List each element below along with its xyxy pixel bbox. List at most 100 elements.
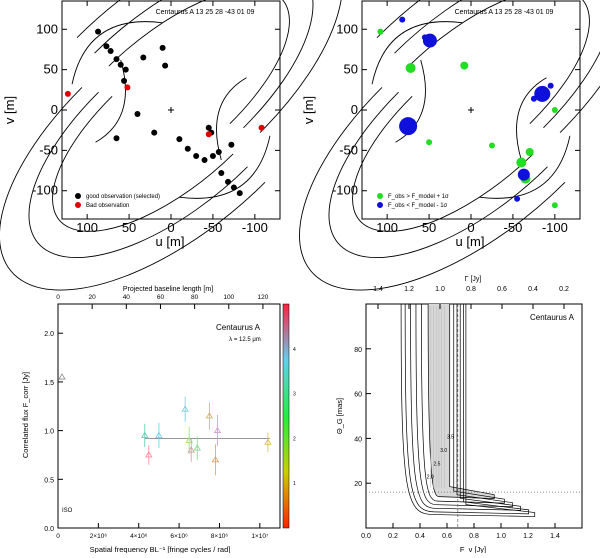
data-point — [124, 84, 131, 91]
x-tick-label: -50 — [204, 220, 223, 235]
x-tick-label: 0 — [467, 220, 474, 235]
x-tick-label: 1.4 — [550, 533, 560, 540]
data-point — [181, 405, 189, 412]
y-tick-label: 20 — [354, 481, 362, 488]
x-tick-label: 0.0 — [361, 533, 371, 540]
data-point — [488, 142, 495, 149]
data-point — [516, 157, 527, 168]
y-axis-label: v [m] — [301, 96, 316, 124]
data-point — [426, 139, 433, 146]
axis-ticks: 100 50 0 -50 -100 100 50 0 -50 -100 — [32, 1, 280, 235]
y-tick-label: 0.0 — [44, 526, 54, 533]
top-axis-label: Γ [Jy] — [465, 276, 482, 283]
x-axis-label: Spatial frequency BL⁻¹ [fringe cycles / … — [90, 545, 231, 553]
plot-frame — [57, 303, 281, 529]
x-tick-label: 1.2 — [523, 533, 533, 540]
legend-marker-high — [377, 193, 383, 199]
data-point — [215, 148, 222, 155]
x-tick-label: -100 — [542, 220, 568, 235]
y-tick-label: -100 — [332, 183, 358, 198]
uv-track — [479, 135, 571, 199]
contour-line — [421, 303, 505, 504]
uv-tracks — [299, 0, 600, 291]
y-tick-label: 50 — [344, 62, 358, 77]
uv-track — [108, 0, 290, 125]
panel-title: Centaurus A — [216, 323, 261, 332]
uv-points — [377, 16, 558, 209]
data-point — [201, 157, 208, 164]
data-point — [103, 43, 110, 50]
y-tick-label: -50 — [39, 142, 58, 157]
data-point — [117, 61, 124, 68]
uv-track — [394, 0, 600, 129]
x-tick-label: 100 — [76, 220, 98, 235]
contour-label: 3.0 — [440, 448, 447, 454]
y-axis-label: Correlated flux F_corr [Jy] — [21, 372, 30, 458]
data-point — [176, 136, 183, 143]
y-axis-label: v [m] — [2, 96, 17, 124]
chi2-contours: 2.0 2.5 3.0 3.5 — [366, 303, 582, 528]
x-tick-label: 50 — [122, 220, 136, 235]
uv-track — [52, 95, 234, 232]
x2-tick-label: 1.0 — [435, 286, 445, 293]
x-tick-label: 6×10⁶ — [170, 533, 188, 540]
uv-track — [352, 95, 534, 232]
uv-track — [371, 21, 463, 85]
x-tick-label: 0.6 — [442, 533, 452, 540]
data-point — [377, 28, 384, 35]
uv-track — [408, 0, 590, 125]
colorbar-tick-label: 4 — [293, 347, 296, 353]
uv-track — [516, 77, 547, 161]
data-point — [399, 16, 406, 23]
axis-ticks: 100 50 0 -50 -100 100 50 0 -50 -100 — [332, 1, 580, 235]
y-tick-label: -50 — [339, 142, 358, 157]
uv-track — [328, 91, 548, 259]
uv-tracks — [0, 0, 342, 291]
panel-uv-coverage: Centaurus A 13 25 28 -43 01 09 100 50 0 -50… — [0, 0, 342, 291]
data-point — [155, 431, 163, 438]
y-tick-label: 100 — [36, 21, 58, 36]
data-point — [460, 61, 469, 70]
colorbar — [282, 303, 290, 529]
y-tick-label: 0 — [51, 102, 58, 117]
uv-points — [64, 28, 265, 197]
x-tick-label: 1.0 — [496, 533, 506, 540]
data-point — [205, 412, 214, 419]
data-point — [230, 184, 237, 191]
x2-tick-label: 1.4 — [373, 286, 383, 293]
panel-subtitle: λ = 12.5 μm — [229, 337, 261, 343]
data-point — [162, 62, 169, 69]
data-point — [64, 90, 71, 97]
uv-track — [395, 59, 426, 143]
data-point — [185, 436, 193, 443]
data-point — [225, 178, 232, 185]
x-tick-label: 0.4 — [415, 533, 425, 540]
uv-track — [95, 59, 126, 143]
data-point — [258, 124, 265, 131]
data-point — [113, 56, 120, 63]
panel-chi2: Γ [Jy] 2.0 2.5 3.0 3.5 0.0 0.2 0.4 0.6 0.8 1.0 1.… — [335, 276, 583, 554]
data-point — [58, 373, 66, 380]
x2-tick-label: 0.8 — [466, 286, 476, 293]
x-tick-label: 50 — [422, 220, 436, 235]
legend-label-good: good observation (selected) — [86, 194, 160, 200]
colorbar-tick-label: 1 — [293, 481, 296, 487]
data-point — [405, 63, 416, 74]
uv-track — [71, 21, 163, 85]
data-point — [551, 107, 558, 113]
colorbar-ticks: 1 2 3 4 — [293, 347, 296, 487]
data-point — [399, 117, 418, 136]
data-point — [107, 48, 114, 55]
x-tick-label: 100 — [376, 220, 398, 235]
legend-marker-low — [377, 202, 383, 208]
uv-track — [28, 91, 248, 259]
axis-ticks: 0.0 0.2 0.4 0.6 0.8 1.0 1.2 1.4 20 40 60 80 1.4 1.2 1.… — [354, 286, 569, 540]
x2-tick-label: 0.2 — [559, 286, 569, 293]
y-tick-label: 50 — [44, 62, 58, 77]
uv-track — [94, 0, 314, 129]
legend-marker-bad — [75, 202, 81, 208]
panel-visibility: Projected baseline length [m] Centaurus … — [21, 286, 296, 554]
x2-tick-label: 80 — [191, 294, 199, 301]
corner-label: ISO — [62, 508, 73, 514]
